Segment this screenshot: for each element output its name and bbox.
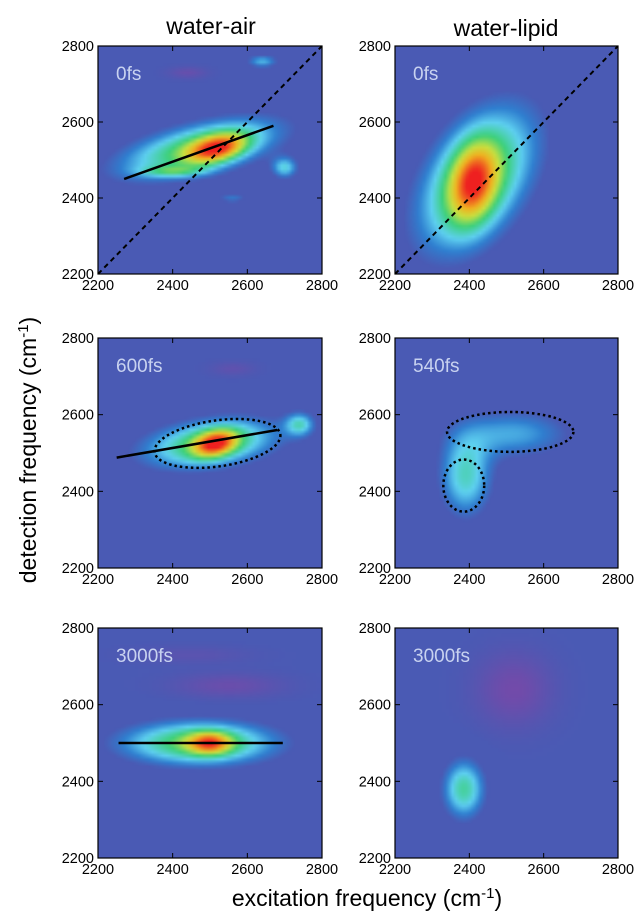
y-tick-label: 2400 bbox=[62, 484, 94, 500]
y-tick-label: 2400 bbox=[359, 484, 391, 500]
x-tick-label: 2200 bbox=[82, 572, 114, 588]
y-tick-label: 2400 bbox=[62, 774, 94, 790]
panel-time-label: 3000fs bbox=[116, 646, 173, 667]
plot-frame bbox=[97, 337, 323, 569]
x-tick-label: 2600 bbox=[528, 862, 560, 878]
ellipse-annotation bbox=[445, 410, 575, 454]
plot-frame bbox=[97, 627, 323, 859]
panel-time-label: 3000fs bbox=[413, 646, 470, 667]
panel-4: 2200 2400 2600 2800 2200 2400 2600 2800 540fs bbox=[359, 331, 634, 588]
y-tick-label: 2600 bbox=[62, 698, 94, 714]
y-tick-label: 2800 bbox=[359, 621, 391, 637]
x-tick-label: 2200 bbox=[379, 278, 411, 294]
plot-frame bbox=[394, 337, 619, 569]
column-title-water-air: water-air bbox=[165, 13, 256, 39]
plot-frame bbox=[97, 45, 323, 275]
heatmap-image bbox=[98, 338, 322, 568]
x-tick-label: 2600 bbox=[231, 572, 263, 588]
x-tick-label: 2400 bbox=[453, 862, 485, 878]
y-tick-label: 2800 bbox=[62, 39, 94, 55]
overlay-group bbox=[116, 417, 282, 470]
x-tick-label: 2800 bbox=[306, 862, 338, 878]
panel-6: 2200 2400 2600 2800 2200 2400 2600 2800 3000fs bbox=[359, 621, 634, 878]
plot-frame bbox=[394, 627, 619, 859]
overlay-group bbox=[395, 46, 618, 274]
x-tick-label: 2600 bbox=[231, 278, 263, 294]
x-tick-label: 2200 bbox=[379, 862, 411, 878]
panel-5: 2200 2400 2600 2800 2200 2400 2600 2800 3000fs bbox=[62, 621, 338, 878]
panel-time-label: 540fs bbox=[413, 356, 459, 377]
x-tick-label: 2600 bbox=[231, 862, 263, 878]
panel-time-label: 0fs bbox=[116, 64, 141, 85]
y-tick-label: 2200 bbox=[62, 561, 94, 577]
y-tick-label: 2600 bbox=[359, 408, 391, 424]
panel-2: 2200 2400 2600 2800 2200 2400 2600 2800 0fs bbox=[359, 39, 634, 294]
ellipse-annotation bbox=[153, 417, 282, 470]
column-title-water-lipid: water-lipid bbox=[453, 15, 559, 41]
x-tick-label: 2800 bbox=[602, 278, 634, 294]
y-tick-label: 2800 bbox=[62, 331, 94, 347]
y-tick-label: 2600 bbox=[62, 115, 94, 131]
x-tick-label: 2400 bbox=[453, 572, 485, 588]
panel-time-label: 600fs bbox=[116, 356, 162, 377]
y-tick-label: 2800 bbox=[359, 39, 391, 55]
y-tick-label: 2800 bbox=[62, 621, 94, 637]
y-tick-label: 2200 bbox=[359, 561, 391, 577]
x-tick-label: 2400 bbox=[453, 278, 485, 294]
y-axis-label: detection frequency (cm-1) bbox=[15, 317, 41, 583]
plot-frame bbox=[394, 45, 619, 275]
center-line bbox=[116, 428, 278, 459]
y-tick-label: 2400 bbox=[62, 191, 94, 207]
heatmap-image bbox=[98, 46, 322, 274]
x-tick-label: 2200 bbox=[379, 572, 411, 588]
x-tick-label: 2800 bbox=[602, 862, 634, 878]
x-tick-label: 2800 bbox=[306, 278, 338, 294]
heatmap-image bbox=[395, 628, 618, 858]
y-tick-label: 2400 bbox=[359, 774, 391, 790]
y-tick-label: 2200 bbox=[62, 851, 94, 867]
x-tick-label: 2200 bbox=[82, 862, 114, 878]
y-tick-label: 2200 bbox=[359, 267, 391, 283]
x-tick-label: 2800 bbox=[602, 572, 634, 588]
center-line bbox=[123, 124, 274, 181]
y-tick-label: 2400 bbox=[359, 191, 391, 207]
x-tick-label: 2400 bbox=[157, 862, 189, 878]
y-tick-label: 2600 bbox=[359, 115, 391, 131]
panel-1: 2200 2400 2600 2800 2200 2400 2600 2800 0fs bbox=[62, 39, 338, 294]
x-tick-label: 2800 bbox=[306, 572, 338, 588]
x-tick-label: 2400 bbox=[157, 278, 189, 294]
y-tick-label: 2200 bbox=[62, 267, 94, 283]
x-tick-label: 2600 bbox=[528, 572, 560, 588]
x-tick-label: 2200 bbox=[82, 278, 114, 294]
panel-3: 2200 2400 2600 2800 2200 2400 2600 2800 600fs bbox=[62, 331, 338, 588]
overlay-group bbox=[98, 46, 322, 274]
x-tick-label: 2600 bbox=[528, 278, 560, 294]
panel-time-label: 0fs bbox=[413, 64, 438, 85]
overlay-group bbox=[442, 410, 575, 513]
x-tick-label: 2400 bbox=[157, 572, 189, 588]
y-tick-label: 2200 bbox=[359, 851, 391, 867]
y-tick-label: 2600 bbox=[359, 698, 391, 714]
y-tick-label: 2800 bbox=[359, 331, 391, 347]
ellipse-annotation bbox=[442, 458, 486, 513]
x-axis-label: excitation frequency (cm-1) bbox=[232, 885, 502, 911]
diagonal-line bbox=[395, 46, 618, 274]
y-tick-label: 2600 bbox=[62, 408, 94, 424]
